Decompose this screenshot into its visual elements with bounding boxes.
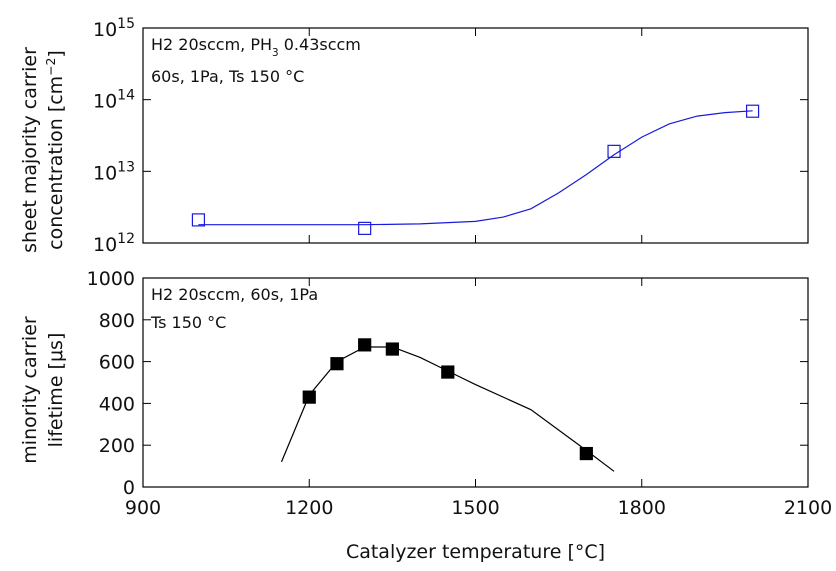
y-tick-label: 800 — [99, 310, 135, 332]
y-axis-label: sheet majority carrier — [19, 47, 41, 253]
data-point — [302, 390, 316, 404]
tick-exponent: 15 — [117, 16, 135, 32]
annotation: H2 20sccm, PH3 0.43sccm — [151, 35, 361, 59]
text-part: concentration [cm — [45, 76, 67, 250]
tick-exponent: 12 — [117, 231, 135, 247]
y-tick-label: 1013 — [93, 159, 135, 184]
y-axis-label: concentration [cm−2] — [44, 50, 67, 250]
annotation: H2 20sccm, 60s, 1Pa — [151, 285, 318, 304]
x-tick-label: 1500 — [451, 497, 499, 519]
x-tick-label: 1200 — [285, 497, 333, 519]
y-tick-label: 1014 — [93, 88, 135, 113]
text-part: sheet majority carrier — [19, 47, 41, 253]
tick-base: 10 — [93, 234, 117, 256]
data-point — [607, 144, 621, 158]
data-point — [358, 221, 372, 235]
annotation: 60s, 1Pa, Ts 150 °C — [151, 67, 304, 86]
y-tick-label: 1000 — [87, 268, 135, 290]
x-axis-label: Catalyzer temperature [°C] — [346, 541, 605, 563]
annotation: Ts 150 °C — [150, 313, 226, 332]
y-tick-label: 400 — [99, 393, 135, 415]
text-part: lifetime [μs] — [45, 333, 67, 448]
tick-base: 10 — [93, 162, 117, 184]
text-part: H2 20sccm, PH — [151, 35, 272, 54]
plot-frame — [142, 277, 809, 488]
tick-base: 10 — [93, 19, 117, 41]
plot-frame — [142, 27, 809, 244]
text-part: −2 — [44, 58, 58, 76]
y-tick-label: 1012 — [93, 231, 135, 256]
tick-exponent: 14 — [117, 88, 135, 104]
data-point — [358, 338, 372, 352]
text-part: minority carrier — [19, 316, 41, 464]
fit-curve — [198, 110, 753, 226]
y-tick-label: 200 — [99, 435, 135, 457]
text-part: 3 — [272, 47, 279, 59]
data-point — [579, 446, 593, 461]
y-axis-label: lifetime [μs] — [45, 333, 67, 448]
text-part: 60s, 1Pa, Ts 150 °C — [151, 67, 304, 86]
y-tick-label: 0 — [123, 477, 135, 499]
y-tick-label: 1015 — [93, 16, 135, 41]
text-part: Ts 150 °C — [150, 313, 226, 332]
tick-exponent: 13 — [117, 159, 135, 175]
data-point — [441, 365, 455, 379]
text-part: 0.43sccm — [279, 35, 361, 54]
text-part: ] — [45, 50, 67, 57]
fit-curve — [280, 346, 615, 472]
data-point — [191, 213, 206, 227]
x-tick-label: 900 — [125, 497, 161, 519]
y-axis-label: minority carrier — [19, 316, 41, 464]
x-tick-label: 2100 — [784, 497, 832, 519]
text-part: H2 20sccm, 60s, 1Pa — [151, 285, 318, 304]
tick-base: 10 — [93, 91, 117, 113]
x-tick-label: 1800 — [618, 497, 666, 519]
y-tick-label: 600 — [99, 352, 135, 374]
